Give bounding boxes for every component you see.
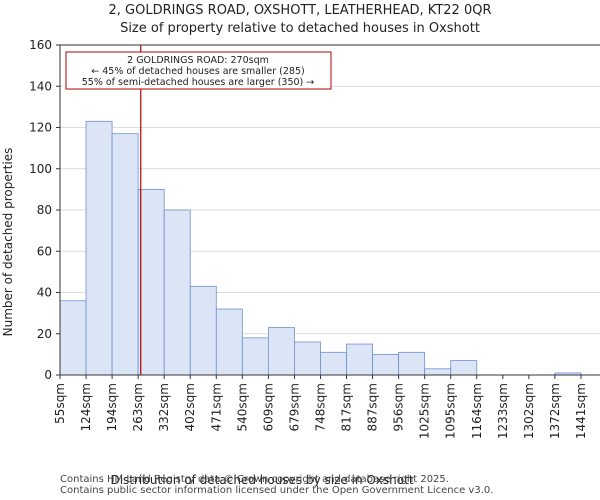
histogram-bar (85, 120, 113, 376)
x-tick-label: 609sqm (261, 383, 275, 431)
bars-layer (59, 120, 582, 376)
histogram-bar (372, 353, 400, 376)
x-tick-label: 540sqm (235, 383, 249, 431)
histogram-bar (294, 341, 321, 376)
x-tick-label: 887sqm (366, 383, 380, 431)
histogram-bar (163, 209, 191, 376)
x-tick-label: 332sqm (157, 383, 171, 431)
x-tick-label: 817sqm (340, 383, 354, 431)
annotation-line-3: 55% of semi-detached houses are larger (… (82, 77, 315, 88)
chart-title-address: 2, GOLDRINGS ROAD, OXSHOTT, LEATHERHEAD,… (108, 3, 492, 18)
footer-copyright: Contains HM Land Registry data © Crown c… (60, 474, 449, 485)
x-tick-label: 1441sqm (574, 383, 588, 439)
x-tick-label: 748sqm (313, 383, 327, 431)
x-tick-label: 402sqm (183, 383, 197, 431)
histogram-bar (137, 188, 165, 376)
x-tick-label: 679sqm (287, 383, 301, 431)
y-tick-label: 160 (29, 38, 52, 52)
histogram-bar (450, 360, 478, 376)
y-axis-label: Number of detached properties (1, 148, 15, 337)
histogram-bar (59, 300, 87, 376)
x-tick-label: 1095sqm (444, 383, 458, 439)
histogram-bar (241, 337, 269, 376)
histogram-bar (398, 351, 426, 376)
annotation-line-2: ← 45% of detached houses are smaller (28… (91, 66, 304, 77)
x-tick-label: 124sqm (79, 383, 93, 431)
x-tick-label: 1302sqm (522, 383, 536, 439)
chart-subtitle: Size of property relative to detached ho… (120, 21, 480, 36)
y-tick-label: 0 (44, 368, 52, 382)
annotation-box (65, 51, 332, 90)
x-tick-label: 1372sqm (548, 383, 562, 439)
histogram-bar (215, 308, 243, 376)
x-axis-label: Distribution of detached houses by size … (110, 473, 413, 487)
y-tick-label: 40 (37, 286, 52, 300)
y-tick-label: 80 (37, 203, 52, 217)
x-tick-label: 1164sqm (470, 383, 484, 439)
x-tick-label: 471sqm (209, 383, 223, 431)
y-tick-label: 140 (29, 79, 52, 93)
footer-licence: Contains public sector information licen… (60, 485, 494, 496)
histogram-bar (320, 351, 347, 376)
y-tick-label: 120 (29, 121, 52, 135)
histogram-bar (424, 368, 452, 376)
x-tick-label: 956sqm (392, 383, 406, 431)
x-tick-label: 55sqm (53, 383, 67, 424)
x-tick-label: 1233sqm (496, 383, 510, 439)
histogram-bar (111, 133, 139, 376)
x-tick-label: 1025sqm (418, 383, 432, 439)
x-ticks: 55sqm 124sqm 194sqm 263sqm 332sqm 402sqm 471sq… (53, 375, 588, 439)
annotation-line-1: 2 GOLDRINGS ROAD: 270sqm (127, 55, 269, 66)
histogram-bar (346, 343, 373, 376)
y-tick-label: 60 (37, 244, 52, 258)
y-tick-label: 100 (29, 162, 52, 176)
x-tick-label: 194sqm (105, 383, 119, 431)
histogram-bar (267, 327, 295, 376)
x-tick-label: 263sqm (131, 383, 145, 431)
histogram-bar (189, 285, 217, 376)
y-ticks: 0 20 40 60 80 100 120 140 160 (29, 38, 60, 382)
y-tick-label: 20 (37, 327, 52, 341)
